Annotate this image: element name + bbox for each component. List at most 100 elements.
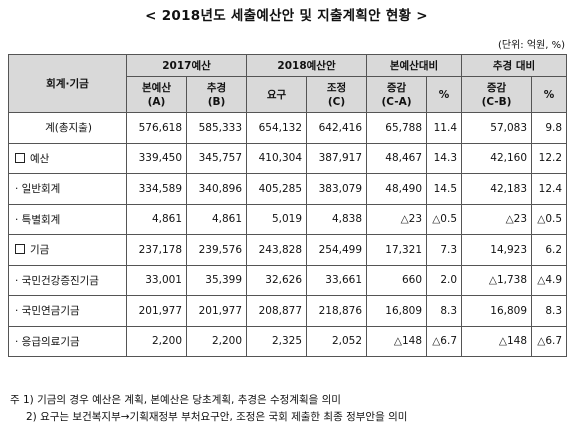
header-sub-code: (C) xyxy=(327,95,346,108)
table-cell: 14,923 xyxy=(461,234,533,266)
header-sub-code: (C-B) xyxy=(481,95,512,108)
table-row: 기금 237,178 239,576 243,828 254,499 17,321 7.3 1… xyxy=(8,234,568,266)
row-label: · 일반회계 xyxy=(15,183,61,196)
table-cell: 387,917 xyxy=(306,142,368,174)
table-cell: 8.3 xyxy=(426,295,463,327)
table-cell: 65,788 xyxy=(366,112,428,144)
table-cell: 383,079 xyxy=(306,173,368,205)
header-sub-label: 요구 xyxy=(266,88,287,101)
row-label-cell: · 특별회계 xyxy=(8,203,127,235)
header-sub-label: 증감 xyxy=(386,81,407,94)
table-cell: 12.2 xyxy=(531,142,568,174)
table-cell: 585,333 xyxy=(185,112,248,144)
table-row: · 응급의료기금 2,200 2,200 2,325 2,052 △148 △6.7 △148… xyxy=(8,325,568,357)
header-sub-3: 조정 (C) xyxy=(306,76,368,113)
row-label-cell: · 응급의료기금 xyxy=(8,325,127,357)
table-cell: 339,450 xyxy=(126,142,187,174)
header-sub-4: 증감 (C-A) xyxy=(366,76,428,113)
table-cell: 201,977 xyxy=(185,295,248,327)
table-cell: 48,490 xyxy=(366,173,428,205)
table-cell: 7.3 xyxy=(426,234,463,266)
header-sub-code: (C-A) xyxy=(381,95,412,108)
row-label: · 국민연금기금 xyxy=(15,305,80,318)
footnotes: 주 1) 기금의 경우 예산은 계획, 본예산은 당초계획, 추경은 수정계획을… xyxy=(10,392,407,426)
header-sub-5: % xyxy=(426,76,463,113)
header-group-supp: 추경 대비 xyxy=(461,54,568,77)
table-cell: 334,589 xyxy=(126,173,187,205)
table-cell: 208,877 xyxy=(246,295,308,327)
table-cell: 243,828 xyxy=(246,234,308,266)
table-cell: 410,304 xyxy=(246,142,308,174)
table-cell: 16,809 xyxy=(366,295,428,327)
table-cell: 42,183 xyxy=(461,173,533,205)
table-cell: 576,618 xyxy=(126,112,187,144)
table-cell: 660 xyxy=(366,264,428,296)
table-cell: 5,019 xyxy=(246,203,308,235)
row-label-cell: 예산 xyxy=(8,142,127,174)
table-cell: 2.0 xyxy=(426,264,463,296)
header-sub-1: 추경 (B) xyxy=(185,76,248,113)
row-label-cell: · 국민연금기금 xyxy=(8,295,127,327)
table-cell: 33,661 xyxy=(306,264,368,296)
header-sub-6: 증감 (C-B) xyxy=(461,76,533,113)
table-cell: 14.5 xyxy=(426,173,463,205)
table-cell: 14.3 xyxy=(426,142,463,174)
header-sub-7: % xyxy=(531,76,568,113)
row-label: 예산 xyxy=(30,152,50,165)
table-cell: △0.5 xyxy=(531,203,568,235)
table-cell: △6.7 xyxy=(531,325,568,357)
table-cell: 2,052 xyxy=(306,325,368,357)
header-sub-label: 본예산 xyxy=(142,81,171,94)
table-row: · 특별회계 4,861 4,861 5,019 4,838 △23 △0.5 △23 △0.5 xyxy=(8,203,568,235)
table-cell: 642,416 xyxy=(306,112,368,144)
table-cell: 239,576 xyxy=(185,234,248,266)
footnote-1: 주 1) 기금의 경우 예산은 계획, 본예산은 당초계획, 추경은 수정계획을… xyxy=(10,394,341,406)
table-cell: 17,321 xyxy=(366,234,428,266)
header-sub-label: 증감 xyxy=(486,81,507,94)
header-account: 회계·기금 xyxy=(8,54,127,113)
table-cell: 4,838 xyxy=(306,203,368,235)
table-cell: 48,467 xyxy=(366,142,428,174)
table-cell: △148 xyxy=(461,325,533,357)
table-cell: 2,200 xyxy=(126,325,187,357)
header-sub-code: (A) xyxy=(147,95,166,108)
table-cell: △148 xyxy=(366,325,428,357)
row-label: 기금 xyxy=(30,244,50,257)
table-cell: 33,001 xyxy=(126,264,187,296)
table-cell: 57,083 xyxy=(461,112,533,144)
table-cell: △23 xyxy=(366,203,428,235)
header-row-groups: 회계·기금 2017예산 2018예산안 본예산대비 추경 대비 xyxy=(8,54,568,113)
table-cell: 6.2 xyxy=(531,234,568,266)
header-sub-label: 추경 xyxy=(206,81,227,94)
row-label: · 특별회계 xyxy=(15,213,61,226)
unit-label: (단위: 억원, %) xyxy=(497,40,565,51)
footnote-2: 2) 요구는 보건복지부→기획재정부 부처요구안, 조정은 국회 제출한 최종 … xyxy=(26,411,408,423)
header-group-base: 본예산대비 xyxy=(366,54,463,77)
header-group-2017: 2017예산 xyxy=(125,54,248,77)
table-cell: 35,399 xyxy=(185,264,248,296)
page-title: < 2018년도 세출예산안 및 지출계획안 현황 > xyxy=(145,8,428,24)
header-sub-label: % xyxy=(438,88,450,101)
table-cell: 340,896 xyxy=(185,173,248,205)
table-cell: 4,861 xyxy=(185,203,248,235)
table-cell: 11.4 xyxy=(426,112,463,144)
table-cell: 345,757 xyxy=(185,142,248,174)
table-cell: △6.7 xyxy=(426,325,463,357)
row-label: · 응급의료기금 xyxy=(15,335,80,348)
table-cell: △4.9 xyxy=(531,264,568,296)
table-cell: 201,977 xyxy=(126,295,187,327)
checkbox-square-icon xyxy=(15,152,25,163)
table-row: · 국민건강증진기금 33,001 35,399 32,626 33,661 660 2.0… xyxy=(8,264,568,296)
table-cell: △1,738 xyxy=(461,264,533,296)
table-cell: 16,809 xyxy=(461,295,533,327)
table-row: 계(총지출) 576,618 585,333 654,132 642,416 65,788… xyxy=(8,112,568,144)
table-cell: 8.3 xyxy=(531,295,568,327)
table-cell: 237,178 xyxy=(126,234,187,266)
row-label: · 국민건강증진기금 xyxy=(15,274,99,287)
table-cell: 2,200 xyxy=(185,325,248,357)
table-cell: 405,285 xyxy=(246,173,308,205)
header-row-sub: 본예산 (A) 추경 (B) 요구 조정 (C) 증감 (C-A)% 증감 (C-B)% xyxy=(9,76,568,113)
table-row: 예산 339,450 345,757 410,304 387,917 48,467 14.3… xyxy=(8,142,568,174)
header-sub-2: 요구 xyxy=(246,76,308,113)
row-label-cell: · 국민건강증진기금 xyxy=(8,264,127,296)
